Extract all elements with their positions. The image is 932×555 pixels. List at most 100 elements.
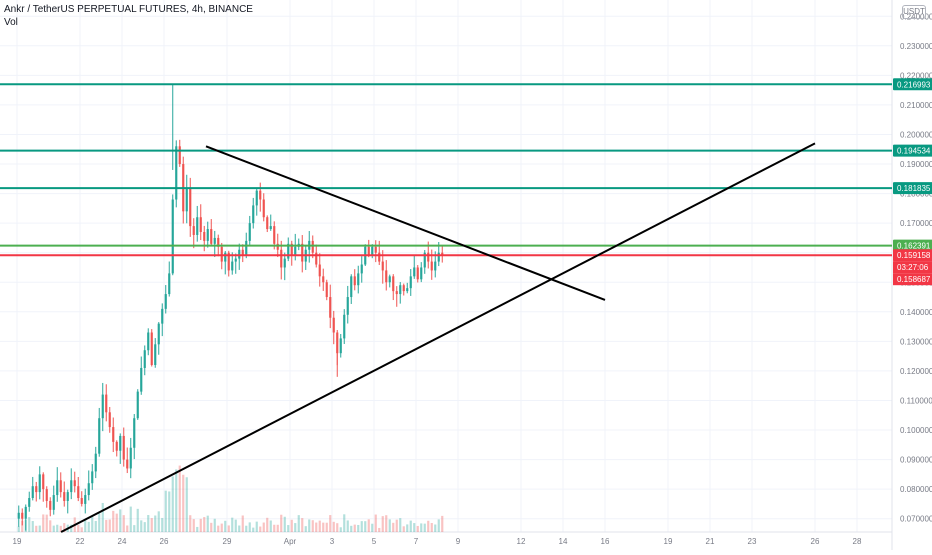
volume-bar xyxy=(126,525,129,532)
candle-body xyxy=(56,480,59,496)
volume-bar xyxy=(329,515,332,532)
x-tick-label: 5 xyxy=(372,537,377,546)
volume-bar xyxy=(427,520,430,532)
candle-body xyxy=(87,483,90,496)
candle-body xyxy=(38,474,41,493)
volume-bar xyxy=(311,520,314,532)
x-tick-label: 19 xyxy=(13,537,22,546)
candle-body xyxy=(280,249,283,268)
candle-body xyxy=(66,492,69,501)
candle-body xyxy=(220,246,223,262)
candle-body xyxy=(77,486,80,499)
volume-bar xyxy=(24,519,27,532)
y-tick-label: 0.210000 xyxy=(900,101,932,110)
volume-bar xyxy=(199,518,202,532)
volume-bar xyxy=(367,519,370,532)
candle-body xyxy=(301,243,304,262)
candle-body xyxy=(322,276,325,283)
x-tick-label: 7 xyxy=(414,537,419,546)
x-tick-label: 24 xyxy=(118,537,127,546)
volume-bar xyxy=(175,469,178,532)
candle-body xyxy=(108,412,111,428)
candle-body xyxy=(70,480,73,493)
volume-bar xyxy=(441,515,444,532)
volume-bar xyxy=(392,522,395,532)
candle-body xyxy=(206,229,209,241)
volume-bar xyxy=(115,513,118,532)
candle-body xyxy=(213,237,216,244)
candle-body xyxy=(80,498,83,504)
candle-body xyxy=(385,270,388,283)
volume-bar xyxy=(378,527,381,532)
candle-body xyxy=(283,258,286,268)
candle-body xyxy=(409,276,412,289)
candle-body xyxy=(343,314,346,339)
candle-body xyxy=(140,367,143,392)
candle-body xyxy=(318,264,321,277)
volume-bar xyxy=(283,516,286,532)
candle-body xyxy=(234,258,237,262)
volume-bar xyxy=(105,519,108,532)
candle-body xyxy=(94,453,97,472)
volume-bar xyxy=(77,524,80,532)
candle-body xyxy=(199,217,202,233)
volume-bar xyxy=(157,511,160,532)
x-tick-label: 26 xyxy=(811,537,820,546)
volume-bar xyxy=(220,523,223,532)
candle-body xyxy=(427,252,430,262)
candle-body xyxy=(178,146,181,165)
volume-bar xyxy=(122,515,125,532)
candle-body xyxy=(126,459,129,469)
volume-bar xyxy=(437,519,440,532)
candle-body xyxy=(276,243,279,250)
volume-bar xyxy=(185,477,188,532)
candle-body xyxy=(175,146,178,200)
y-tick-label: 0.200000 xyxy=(900,130,932,139)
candle-body xyxy=(133,418,136,448)
countdown-bg xyxy=(893,261,932,274)
volume-bar xyxy=(56,524,59,532)
volume-bar xyxy=(210,522,213,532)
candle-body xyxy=(367,246,370,256)
volume-bar xyxy=(35,525,38,532)
y-tick-label: 0.110000 xyxy=(900,396,932,405)
volume-bar xyxy=(280,514,283,532)
candle-body xyxy=(168,273,171,295)
volume-bar xyxy=(315,522,318,532)
trendline-descending xyxy=(205,145,606,301)
volume-bar xyxy=(434,524,437,532)
candle-body xyxy=(346,297,349,315)
candle-body xyxy=(84,495,87,504)
level-label-bg xyxy=(893,182,932,195)
candle-body xyxy=(388,276,391,283)
volume-bar xyxy=(413,523,416,532)
candle-body xyxy=(434,261,437,271)
volume-bar xyxy=(112,510,115,532)
x-tick-label: 21 xyxy=(706,537,715,546)
y-tick-label: 0.220000 xyxy=(900,71,932,80)
volume-bar xyxy=(399,518,402,532)
candle-body xyxy=(416,267,419,280)
volume-bar xyxy=(227,525,230,532)
symbol-title: Ankr / TetherUS PERPETUAL FUTURES, 4h, B… xyxy=(4,4,253,15)
volume-bar xyxy=(350,525,353,532)
level-label: 0.194534 xyxy=(897,147,931,156)
candle-body xyxy=(402,285,405,292)
volume-bar xyxy=(339,527,342,532)
volume-bar xyxy=(343,514,346,532)
volume-bar xyxy=(238,525,241,532)
volume-bar xyxy=(59,525,62,532)
volume-bar xyxy=(28,517,31,532)
candle-body xyxy=(122,435,125,460)
x-tick-label: 23 xyxy=(748,537,757,546)
volume-bar xyxy=(276,524,279,532)
volume-bar xyxy=(325,522,328,532)
candle-body xyxy=(231,261,234,271)
candle-body xyxy=(245,240,248,256)
candle-body xyxy=(406,288,409,292)
candle-body xyxy=(420,267,423,280)
volume-bar xyxy=(297,515,300,532)
currency-button[interactable]: USDT xyxy=(902,5,926,19)
